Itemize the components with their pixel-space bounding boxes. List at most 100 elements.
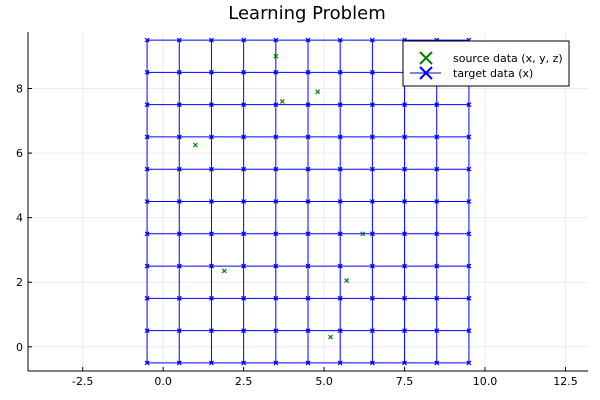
x-tick-label: 7.5	[396, 375, 414, 388]
x-tick-label: 2.5	[235, 375, 253, 388]
target-point	[176, 328, 182, 334]
y-tick-labels: 0 2 4 6 8	[16, 83, 23, 354]
target-point	[337, 263, 343, 269]
x-tick-label: 10.0	[473, 375, 498, 388]
target-point	[209, 263, 214, 269]
target-point	[466, 263, 472, 269]
target-point	[241, 263, 247, 269]
target-point	[337, 69, 343, 75]
x-tick-labels: -2.5 0.0 2.5 5.0 7.5 10.0 12.5	[72, 375, 578, 388]
target-point	[337, 37, 343, 43]
axis-frame	[27, 32, 588, 372]
target-point	[337, 199, 343, 204]
target-point	[369, 263, 375, 269]
target-point	[144, 199, 150, 204]
y-tick-label: 2	[16, 276, 23, 289]
target-point	[144, 328, 150, 334]
target-point	[434, 102, 440, 108]
target-point	[402, 295, 407, 301]
target-point	[466, 102, 472, 108]
target-point	[209, 69, 214, 75]
target-point	[305, 328, 311, 334]
target-point	[209, 37, 214, 43]
target-point	[466, 360, 472, 366]
target-point	[176, 134, 182, 140]
source-markers	[192, 53, 366, 340]
target-point	[466, 166, 472, 172]
target-point	[337, 102, 343, 108]
target-point	[434, 360, 440, 366]
target-point	[144, 134, 150, 140]
legend-target-label: target data (x)	[453, 67, 533, 80]
target-point	[176, 295, 182, 301]
target-point	[369, 231, 375, 237]
source-point	[192, 142, 198, 148]
target-point	[337, 360, 343, 366]
target-point	[273, 328, 279, 334]
target-point	[144, 166, 150, 172]
target-point	[337, 231, 343, 237]
target-point	[305, 102, 311, 108]
target-point	[144, 295, 150, 301]
target-point	[305, 231, 311, 237]
source-point	[360, 231, 366, 237]
target-point	[466, 199, 472, 204]
target-point	[402, 199, 407, 204]
target-point	[241, 231, 247, 237]
target-point	[273, 37, 279, 43]
target-point	[466, 134, 472, 140]
target-point	[209, 360, 214, 366]
target-point	[176, 69, 182, 75]
target-point	[466, 231, 472, 237]
target-point	[176, 37, 182, 43]
x-tick-label: 5.0	[315, 375, 333, 388]
target-point	[434, 263, 440, 269]
target-point	[241, 134, 247, 140]
target-point	[369, 328, 375, 334]
target-point	[305, 199, 311, 204]
target-point	[176, 166, 182, 172]
target-point	[369, 69, 375, 75]
target-point	[466, 295, 472, 301]
legend-source-marker-b	[419, 51, 433, 65]
target-markers	[144, 37, 472, 366]
target-point	[273, 231, 279, 237]
target-point	[305, 263, 311, 269]
target-point	[241, 37, 247, 43]
target-point	[434, 328, 440, 334]
target-point	[369, 102, 375, 108]
target-point	[176, 360, 182, 366]
target-point	[176, 263, 182, 269]
y-tick-label: 0	[16, 341, 23, 354]
source-point	[273, 53, 279, 59]
source-point	[279, 98, 285, 104]
target-point	[209, 199, 214, 204]
target-point	[369, 166, 375, 172]
target-point	[241, 199, 247, 204]
chart-title: Learning Problem	[228, 3, 385, 24]
target-point	[273, 360, 279, 366]
target-point	[305, 360, 311, 366]
target-point	[241, 102, 247, 108]
target-point	[144, 360, 150, 366]
x-tick-label: 0.0	[154, 375, 172, 388]
target-point	[241, 166, 247, 172]
target-point	[337, 166, 343, 172]
target-point	[209, 134, 214, 140]
target-point	[273, 295, 279, 301]
target-point	[273, 166, 279, 172]
target-point	[209, 231, 214, 237]
target-point	[209, 295, 214, 301]
target-point	[434, 199, 440, 204]
source-point	[221, 268, 227, 274]
target-point	[209, 328, 214, 334]
legend-source-label: source data (x, y, z)	[453, 52, 563, 65]
target-point	[337, 134, 343, 140]
target-point	[466, 328, 472, 334]
target-point	[369, 37, 375, 43]
source-point	[344, 278, 350, 284]
x-tick-label: 12.5	[553, 375, 578, 388]
target-point	[434, 295, 440, 301]
legend: source data (x, y, z) target data (x)	[402, 40, 570, 87]
target-point	[144, 69, 150, 75]
